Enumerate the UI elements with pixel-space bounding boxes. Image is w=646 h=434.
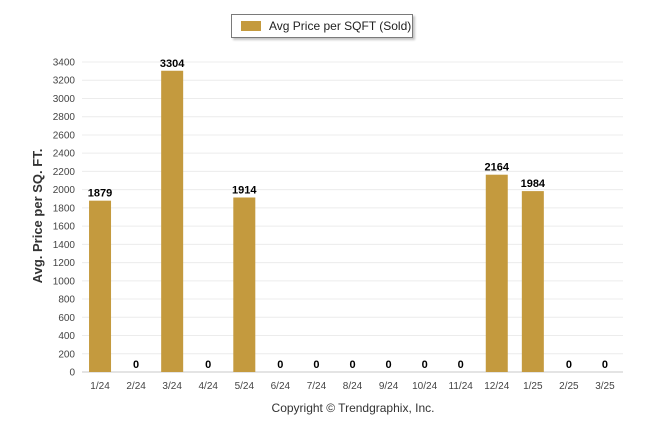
- y-tick-label: 800: [58, 295, 75, 306]
- x-tick-label: 7/24: [307, 381, 327, 392]
- bar: [521, 191, 544, 372]
- x-tick-label: 12/24: [484, 381, 509, 392]
- x-tick-label: 6/24: [271, 381, 291, 392]
- x-tick-label: 10/24: [412, 381, 437, 392]
- y-tick-label: 3400: [53, 58, 76, 69]
- x-tick-label: 8/24: [343, 381, 363, 392]
- bar: [161, 70, 184, 373]
- legend-label: Avg Price per SQFT (Sold): [269, 19, 412, 33]
- data-label: 1879: [88, 188, 112, 200]
- y-tick-label: 600: [58, 313, 75, 324]
- y-tick-label: 200: [58, 349, 75, 360]
- data-label: 0: [602, 359, 608, 371]
- x-tick-label: 5/24: [235, 381, 255, 392]
- bar: [89, 200, 112, 372]
- y-tick-label: 2000: [53, 185, 76, 196]
- bar: [485, 174, 508, 372]
- y-tick-label: 1400: [53, 240, 76, 251]
- data-label: 0: [349, 359, 355, 371]
- x-tick-label: 3/25: [595, 381, 615, 392]
- copyright-text: Copyright © Trendgraphix, Inc.: [271, 401, 435, 415]
- data-label: 0: [313, 359, 319, 371]
- data-label: 0: [458, 359, 464, 371]
- x-tick-label: 4/24: [198, 381, 218, 392]
- data-label: 0: [205, 359, 211, 371]
- data-label: 2164: [485, 162, 510, 174]
- y-tick-label: 400: [58, 331, 75, 342]
- x-tick-label: 1/25: [523, 381, 543, 392]
- y-tick-label: 2800: [53, 112, 76, 123]
- x-tick-label: 11/24: [449, 381, 474, 392]
- y-tick-label: 2400: [53, 149, 76, 160]
- legend: Avg Price per SQFT (Sold): [231, 14, 413, 38]
- y-tick-label: 1600: [53, 222, 76, 233]
- x-tick-label: 9/24: [379, 381, 399, 392]
- bar: [233, 197, 256, 372]
- y-tick-label: 0: [69, 368, 75, 379]
- data-label: 0: [133, 359, 139, 371]
- y-tick-label: 3200: [53, 76, 76, 87]
- y-tick-label: 1200: [53, 258, 76, 269]
- y-tick-label: 1800: [53, 203, 76, 214]
- data-label: 0: [386, 359, 392, 371]
- data-label: 1914: [232, 184, 257, 196]
- data-label: 1984: [521, 178, 546, 190]
- x-tick-label: 1/24: [90, 381, 110, 392]
- x-tick-label: 2/24: [126, 381, 146, 392]
- legend-swatch: [241, 21, 261, 31]
- x-tick-label: 3/24: [162, 381, 182, 392]
- data-label: 3304: [160, 58, 185, 70]
- y-tick-label: 2600: [53, 130, 76, 141]
- y-tick-label: 2200: [53, 167, 76, 178]
- data-label: 0: [422, 359, 428, 371]
- data-label: 0: [566, 359, 572, 371]
- y-tick-label: 1000: [53, 276, 76, 287]
- data-label: 0: [277, 359, 283, 371]
- y-axis-label: Avg. Price per SQ. FT.: [30, 149, 45, 284]
- y-tick-label: 3000: [53, 94, 76, 105]
- x-tick-label: 2/25: [559, 381, 579, 392]
